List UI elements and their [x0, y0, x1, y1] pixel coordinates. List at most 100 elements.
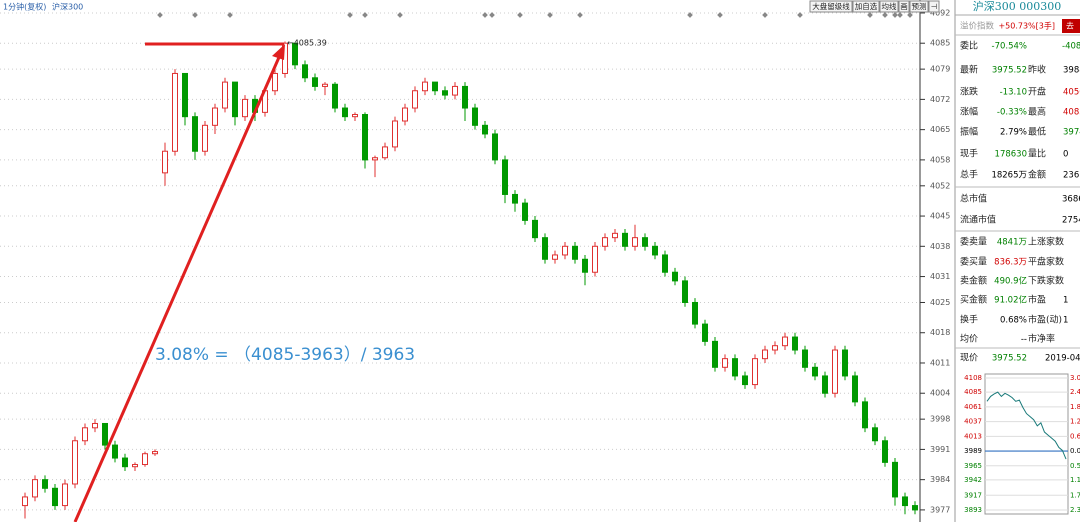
- mini-pct-label: 0.0: [1070, 447, 1080, 455]
- mini-y-label: 3893: [964, 506, 982, 514]
- mini-y-label: 4108: [964, 374, 982, 382]
- candle-body: [802, 349, 808, 368]
- candle-body: [832, 349, 838, 394]
- mini-pct-label: 1.1: [1070, 476, 1080, 484]
- premium-label: 溢价指数: [960, 21, 995, 32]
- event-marker: [547, 12, 553, 18]
- row-value: 2.79%: [1000, 128, 1027, 138]
- candle-body: [702, 323, 708, 342]
- toolbar-button-label[interactable]: 加自选: [855, 1, 878, 11]
- mini-y-label: 3942: [964, 476, 982, 484]
- toolbar-button[interactable]: [898, 0, 910, 13]
- row-value: 91.02亿: [994, 295, 1027, 306]
- candle-body: [592, 245, 598, 273]
- row-value-2: 3974: [1063, 128, 1080, 138]
- candle-body: [182, 72, 188, 118]
- y-tick-label: 4052: [930, 181, 950, 190]
- candle-body: [22, 496, 28, 507]
- mini-y-label: 4061: [964, 403, 982, 411]
- candle-body: [792, 336, 798, 351]
- candle-body: [612, 232, 618, 239]
- toolbar-button-label[interactable]: 大盘留级线: [812, 1, 850, 11]
- period-label: 1分钟(复权): [3, 2, 46, 12]
- row-value: 3975.52: [992, 66, 1027, 76]
- candle-body: [902, 496, 908, 507]
- candle-body: [672, 271, 678, 282]
- candle-body: [92, 422, 98, 429]
- event-marker: [907, 12, 913, 18]
- row-value: 0.68%: [1000, 316, 1027, 326]
- event-marker: [577, 12, 583, 18]
- candle-body: [272, 72, 278, 92]
- candle-body: [442, 90, 448, 96]
- trade-button[interactable]: [1062, 19, 1080, 33]
- candle-body: [762, 349, 768, 360]
- row-label: 总市值: [960, 193, 987, 205]
- row-label-2: 昨收: [1028, 64, 1046, 76]
- toolbar-button-label[interactable]: 画: [900, 2, 908, 11]
- candle-body: [752, 358, 758, 386]
- row-label: 买金额: [960, 294, 987, 306]
- row-label-2: 市盈: [1028, 294, 1046, 306]
- row-label-2: 平盘家数: [1028, 256, 1064, 268]
- toolbar-button[interactable]: [879, 0, 899, 13]
- candle-body: [582, 258, 588, 273]
- candle-body: [882, 440, 888, 463]
- row-value: --: [1021, 335, 1027, 345]
- candle-body: [402, 107, 408, 122]
- candle-body: [502, 159, 508, 195]
- y-tick-label: 4045: [930, 212, 950, 221]
- candle-body: [372, 157, 378, 161]
- candle-body: [632, 237, 638, 247]
- row-label-2: 市净率: [1028, 333, 1055, 345]
- toolbar-button-label[interactable]: 均线: [882, 1, 897, 11]
- event-marker: [892, 12, 898, 18]
- row-label: 卖金额: [960, 275, 987, 287]
- row-label-2: 上涨家数: [1028, 236, 1064, 248]
- toolbar-button[interactable]: [928, 0, 940, 13]
- row-value-2: 3988: [1063, 66, 1080, 76]
- candle-body: [432, 81, 438, 92]
- candle-body: [642, 237, 648, 247]
- y-tick-label: 3998: [930, 415, 950, 424]
- candle-body: [562, 245, 568, 256]
- candle-body: [382, 146, 388, 159]
- row-value: -70.54%: [992, 42, 1027, 52]
- toolbar-button-label[interactable]: ⊣: [931, 2, 938, 11]
- row-label-2: 金额: [1028, 169, 1046, 181]
- candle-body: [212, 107, 218, 126]
- candle-body: [862, 401, 868, 429]
- row-value: 3975.52: [992, 354, 1027, 364]
- candle-body: [722, 358, 728, 368]
- row-label: 现手: [960, 148, 978, 160]
- mini-pct-label: 1.7: [1070, 491, 1080, 499]
- toolbar-button[interactable]: [852, 0, 880, 13]
- candle-body: [362, 114, 368, 161]
- row-label: 最新: [960, 64, 978, 76]
- panel-header: 沪深300 000300: [973, 0, 1061, 13]
- candle-body: [712, 340, 718, 368]
- mini-y-label: 3965: [964, 462, 982, 470]
- candle-body: [342, 107, 348, 118]
- row-value-2: 1: [1063, 316, 1068, 326]
- candle-body: [552, 254, 558, 260]
- toolbar-button[interactable]: [809, 0, 853, 13]
- toolbar-button[interactable]: [909, 0, 929, 13]
- candle-body: [452, 85, 458, 96]
- y-tick-label: 3984: [930, 475, 950, 484]
- candle-body: [682, 280, 688, 303]
- event-marker: [797, 12, 803, 18]
- candle-body: [52, 487, 58, 507]
- candle-body: [662, 254, 668, 273]
- candle-body: [782, 336, 788, 347]
- premium-value: +50.73%[3手]: [998, 21, 1055, 31]
- mini-y-label: 4085: [964, 388, 982, 396]
- toolbar-button-label[interactable]: 预测: [912, 1, 927, 11]
- row-label: 均价: [960, 333, 978, 345]
- candle-body: [512, 193, 518, 204]
- candle-body: [172, 72, 178, 152]
- trade-button-label[interactable]: 去: [1066, 21, 1074, 31]
- event-marker: [717, 12, 723, 18]
- y-tick-label: 4065: [930, 125, 950, 134]
- candle-body: [842, 349, 848, 377]
